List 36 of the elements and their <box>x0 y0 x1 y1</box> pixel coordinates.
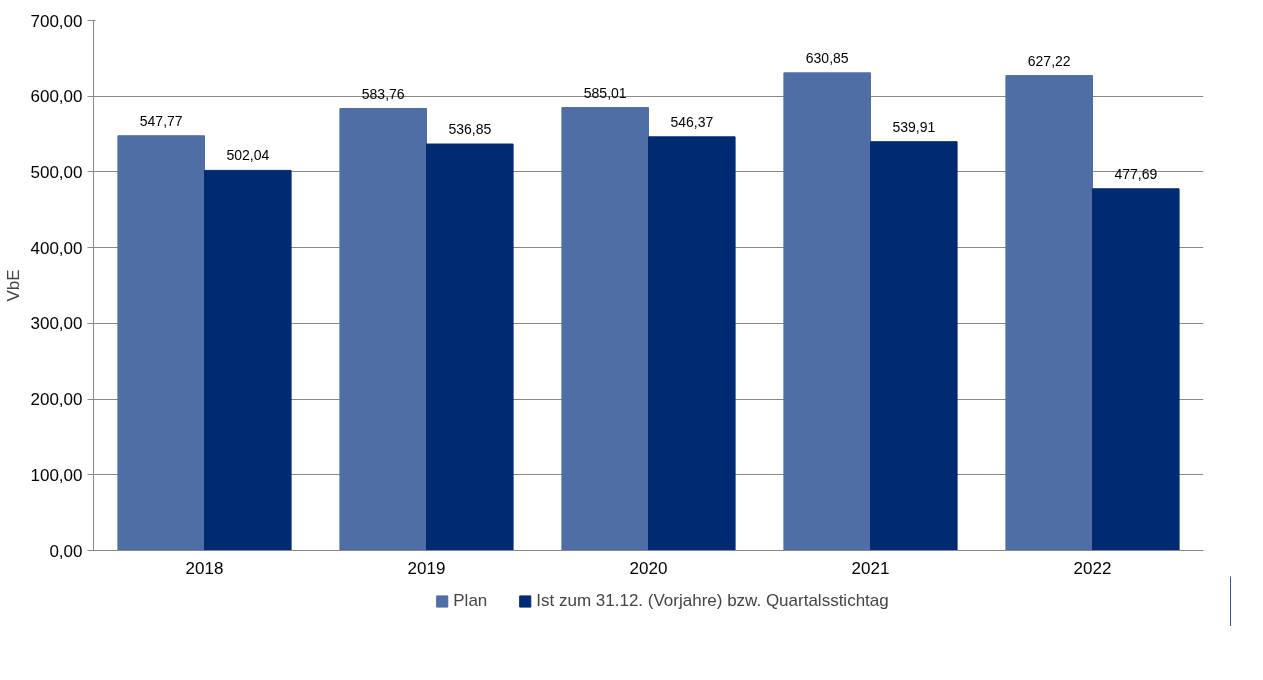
data-label: 546,37 <box>670 113 714 130</box>
y-tick-label: 200,00 <box>30 390 83 410</box>
data-label: 477,69 <box>1114 165 1158 182</box>
x-tick-label: 2018 <box>185 558 224 578</box>
bar <box>426 143 514 551</box>
y-tick-label: 700,00 <box>30 11 83 31</box>
x-tick-label: 2020 <box>629 558 668 578</box>
bar <box>561 107 649 551</box>
y-tick-label: 0,00 <box>49 541 83 561</box>
x-tick-label: 2022 <box>1073 558 1112 578</box>
data-label: 583,76 <box>361 85 405 102</box>
y-tick-label: 400,00 <box>30 238 83 258</box>
data-label: 536,85 <box>448 121 492 138</box>
bar <box>870 141 958 551</box>
bar <box>783 72 871 551</box>
legend-label: Ist zum 31.12. (Vorjahre) bzw. Quartalsstichtag <box>536 591 889 611</box>
y-tick-label: 500,00 <box>30 162 83 182</box>
bar <box>117 135 205 551</box>
data-label: 547,77 <box>139 112 183 129</box>
bar <box>339 108 427 551</box>
data-label: 630,85 <box>805 49 849 66</box>
data-label: 627,22 <box>1027 52 1071 69</box>
y-tick-label: 300,00 <box>30 314 83 334</box>
x-tick-label: 2019 <box>407 558 446 578</box>
bar <box>648 136 736 551</box>
legend-label: Plan <box>453 591 488 611</box>
x-tick-label: 2021 <box>851 558 890 578</box>
bar <box>1005 75 1093 551</box>
y-tick-label: 600,00 <box>30 87 83 107</box>
data-label: 585,01 <box>583 84 627 101</box>
y-tick-label: 100,00 <box>30 465 83 485</box>
bar <box>1092 188 1180 551</box>
bar <box>204 169 292 551</box>
data-label: 539,91 <box>892 118 936 135</box>
data-label: 502,04 <box>226 147 270 164</box>
y-axis-title: VbE <box>3 269 23 302</box>
